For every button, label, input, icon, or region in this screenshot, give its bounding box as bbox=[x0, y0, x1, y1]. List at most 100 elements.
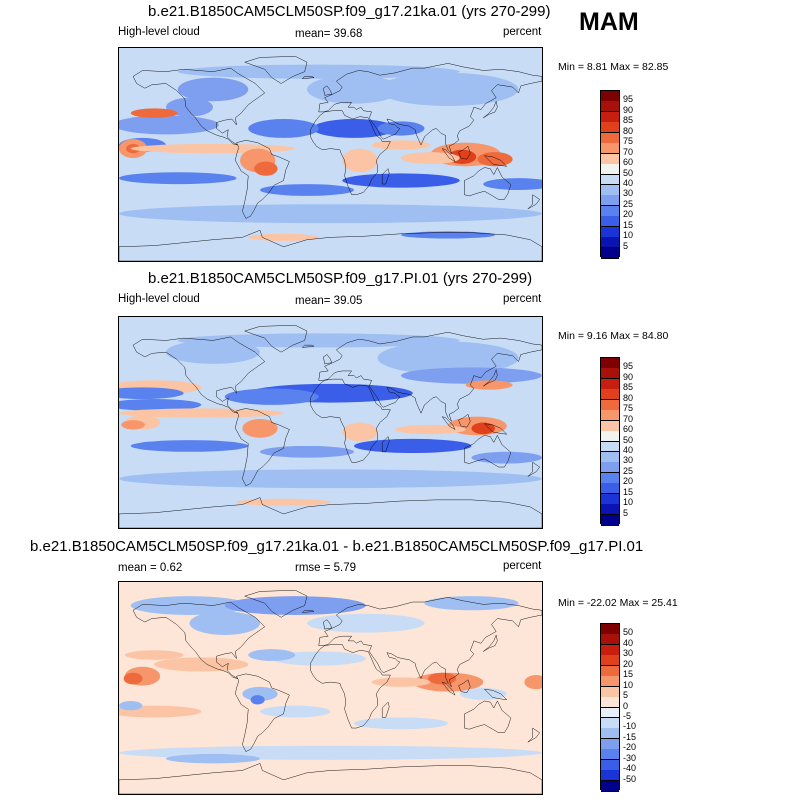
coastline bbox=[235, 140, 289, 218]
colorbar-swatch bbox=[601, 462, 619, 474]
coastline bbox=[311, 379, 391, 462]
panel-2-variable-label: High-level cloud bbox=[118, 293, 200, 305]
colorbar-swatch bbox=[601, 728, 619, 740]
map-contour-region bbox=[260, 705, 331, 718]
map-contour-region bbox=[119, 408, 284, 418]
colorbar-tick-label: 30 bbox=[623, 455, 634, 466]
colorbar-tick-label: 5 bbox=[623, 240, 629, 251]
coastline bbox=[319, 63, 542, 153]
colorbar-tick-label: 25 bbox=[623, 465, 634, 476]
coastline bbox=[319, 597, 542, 687]
coastline bbox=[528, 728, 540, 742]
map-contour-region bbox=[250, 695, 265, 705]
colorbar-box bbox=[600, 623, 620, 792]
colorbar-swatch bbox=[601, 368, 619, 380]
coastline bbox=[382, 169, 389, 184]
coastline bbox=[302, 76, 314, 78]
map-contour-region bbox=[224, 388, 319, 405]
coastline bbox=[464, 701, 510, 733]
panel-1-units-label: percent bbox=[503, 26, 542, 38]
map-contour-region bbox=[248, 119, 319, 138]
colorbar-swatch bbox=[601, 749, 619, 761]
colorbar-swatch bbox=[601, 101, 619, 113]
colorbar-tick-label: 20 bbox=[623, 209, 634, 220]
coastline bbox=[245, 56, 307, 83]
colorbar-tick-label: 50 bbox=[623, 627, 634, 638]
coastline bbox=[464, 168, 510, 200]
colorbar-swatch bbox=[601, 759, 619, 771]
colorbar-tick-label: 70 bbox=[623, 146, 634, 157]
map-contour-region bbox=[242, 686, 278, 701]
map-contour-region bbox=[123, 672, 143, 685]
coastline bbox=[459, 414, 471, 427]
map-contour-region bbox=[224, 596, 366, 615]
colorbar-tick-label: -30 bbox=[623, 752, 637, 763]
coastline bbox=[119, 498, 542, 528]
season-label: MAM bbox=[579, 8, 639, 36]
colorbar-swatch bbox=[601, 624, 619, 635]
map-contour-region bbox=[483, 178, 542, 190]
coastline bbox=[464, 435, 510, 467]
colorbar-swatch bbox=[601, 91, 619, 102]
map-contour-region bbox=[248, 233, 319, 241]
map-contour-region bbox=[119, 172, 237, 185]
colorbar-tick-label: 75 bbox=[623, 403, 634, 414]
colorbar-swatch bbox=[601, 226, 619, 238]
map-contour-region bbox=[166, 97, 213, 117]
colorbar-box bbox=[600, 357, 620, 526]
colorbar-tick-label: 50 bbox=[623, 167, 634, 178]
map-field bbox=[119, 582, 542, 794]
map-contour-region bbox=[377, 341, 519, 375]
map-contour-region bbox=[471, 422, 495, 435]
colorbar-swatch bbox=[601, 216, 619, 228]
map-contour-region bbox=[130, 596, 249, 615]
colorbar-tick-label: 15 bbox=[623, 486, 634, 497]
map-contour-region bbox=[166, 340, 260, 364]
coastline bbox=[245, 590, 307, 617]
colorbar-swatch bbox=[601, 164, 619, 175]
map-contour-region bbox=[395, 424, 466, 435]
colorbar-swatch bbox=[601, 399, 619, 411]
colorbar-tick-label: 15 bbox=[623, 669, 634, 680]
colorbar-swatch bbox=[601, 655, 619, 667]
map-contour-region bbox=[166, 753, 260, 764]
colorbar-swatch bbox=[601, 707, 619, 719]
colorbar-swatch bbox=[601, 770, 619, 782]
panel-1-variable-label: High-level cloud bbox=[118, 26, 200, 38]
panel-2-minmax: Min = 9.16 Max = 84.80 bbox=[558, 330, 669, 342]
map-contour-region bbox=[260, 445, 354, 458]
colorbar-swatch bbox=[601, 358, 619, 369]
panel-3-mean-label: mean = 0.62 bbox=[118, 562, 183, 574]
panel-3-minmax: Min = -22.02 Max = 25.41 bbox=[558, 597, 678, 609]
coastline bbox=[484, 424, 506, 435]
map-contour-region bbox=[189, 611, 260, 635]
coastline bbox=[133, 68, 265, 145]
panel-1-map bbox=[118, 47, 543, 262]
colorbar-tick-label: -50 bbox=[623, 773, 637, 784]
coastline bbox=[528, 195, 540, 209]
map-contour-region bbox=[424, 596, 519, 611]
coastline bbox=[483, 370, 497, 386]
map-contour-region bbox=[312, 119, 396, 138]
coastline bbox=[528, 462, 540, 476]
map-contour-region bbox=[254, 161, 278, 176]
panel-3-title: b.e21.B1850CAM5CLM50SP.f09_g17.21ka.01 -… bbox=[30, 538, 644, 555]
map-contour-region bbox=[119, 204, 542, 224]
map-contour-region bbox=[428, 672, 457, 685]
panel-2-units-label: percent bbox=[503, 293, 542, 305]
colorbar-tick-label: -5 bbox=[623, 710, 632, 721]
coastline bbox=[484, 689, 506, 700]
map-contour-region bbox=[121, 420, 145, 430]
panel-2-mean-label: mean= 39.05 bbox=[295, 295, 363, 307]
coastline bbox=[302, 345, 314, 347]
coastline bbox=[442, 417, 455, 430]
coastline bbox=[119, 230, 542, 261]
panel-3-units-label: percent bbox=[503, 560, 542, 572]
colorbar-swatch bbox=[601, 493, 619, 505]
colorbar-swatch bbox=[601, 153, 619, 165]
map-contour-region bbox=[154, 657, 249, 672]
colorbar-tick-label: 90 bbox=[623, 104, 634, 115]
coastline bbox=[311, 644, 391, 728]
colorbar-tick-label: 5 bbox=[623, 690, 629, 701]
colorbar-swatch bbox=[601, 514, 619, 526]
